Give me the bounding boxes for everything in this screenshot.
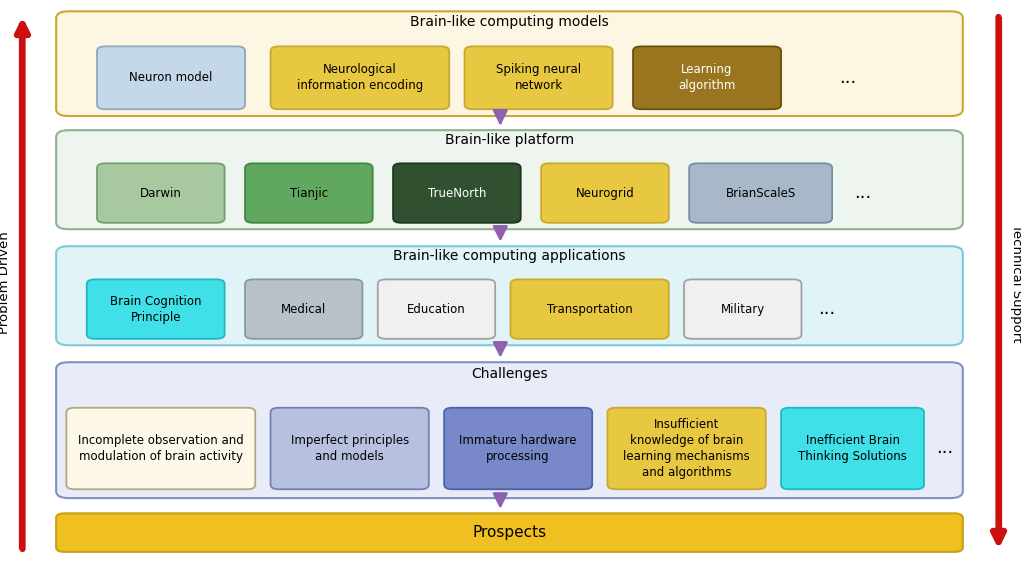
Text: Tianjic: Tianjic (290, 187, 328, 200)
FancyBboxPatch shape (510, 280, 669, 339)
FancyBboxPatch shape (781, 408, 924, 489)
Text: Problem Driven: Problem Driven (0, 231, 10, 335)
FancyBboxPatch shape (541, 164, 669, 223)
FancyBboxPatch shape (56, 513, 963, 552)
Text: TrueNorth: TrueNorth (428, 187, 486, 200)
Text: Brain Cognition
Principle: Brain Cognition Principle (110, 295, 201, 324)
Text: Learning
algorithm: Learning algorithm (678, 63, 736, 92)
Text: Imperfect principles
and models: Imperfect principles and models (291, 434, 408, 463)
Text: Brain-like computing models: Brain-like computing models (410, 15, 609, 29)
FancyBboxPatch shape (97, 164, 225, 223)
FancyBboxPatch shape (378, 280, 495, 339)
FancyBboxPatch shape (271, 408, 429, 489)
FancyBboxPatch shape (393, 164, 521, 223)
Text: Neurogrid: Neurogrid (576, 187, 634, 200)
Text: Inefficient Brain
Thinking Solutions: Inefficient Brain Thinking Solutions (798, 434, 907, 463)
Text: Challenges: Challenges (471, 367, 548, 381)
Text: Neurological
information encoding: Neurological information encoding (297, 63, 423, 92)
Text: Insufficient
knowledge of brain
learning mechanisms
and algorithms: Insufficient knowledge of brain learning… (623, 418, 750, 479)
Text: Technical Support: Technical Support (1011, 224, 1021, 342)
Text: Prospects: Prospects (473, 525, 546, 540)
FancyBboxPatch shape (607, 408, 766, 489)
FancyBboxPatch shape (87, 280, 225, 339)
Text: Medical: Medical (281, 303, 327, 316)
FancyBboxPatch shape (56, 246, 963, 345)
FancyBboxPatch shape (689, 164, 832, 223)
Text: Brain-like platform: Brain-like platform (445, 133, 574, 147)
Text: Immature hardware
processing: Immature hardware processing (459, 434, 577, 463)
Text: Spiking neural
network: Spiking neural network (496, 63, 581, 92)
Text: BrianScaleS: BrianScaleS (726, 187, 795, 200)
FancyBboxPatch shape (56, 11, 963, 116)
Text: Education: Education (407, 303, 466, 316)
FancyBboxPatch shape (56, 130, 963, 229)
Text: Neuron model: Neuron model (130, 71, 212, 84)
FancyBboxPatch shape (245, 164, 373, 223)
FancyBboxPatch shape (465, 46, 613, 109)
Text: ...: ... (839, 69, 856, 87)
FancyBboxPatch shape (633, 46, 781, 109)
Text: Incomplete observation and
modulation of brain activity: Incomplete observation and modulation of… (78, 434, 244, 463)
Text: Darwin: Darwin (140, 187, 182, 200)
Text: ...: ... (819, 300, 835, 318)
Text: ...: ... (936, 439, 953, 457)
FancyBboxPatch shape (66, 408, 255, 489)
Text: Transportation: Transportation (547, 303, 632, 316)
FancyBboxPatch shape (245, 280, 362, 339)
Text: ...: ... (855, 184, 871, 202)
Text: Military: Military (721, 303, 765, 316)
FancyBboxPatch shape (684, 280, 801, 339)
Text: Brain-like computing applications: Brain-like computing applications (393, 249, 626, 263)
FancyBboxPatch shape (97, 46, 245, 109)
FancyBboxPatch shape (271, 46, 449, 109)
FancyBboxPatch shape (56, 362, 963, 498)
FancyBboxPatch shape (444, 408, 592, 489)
